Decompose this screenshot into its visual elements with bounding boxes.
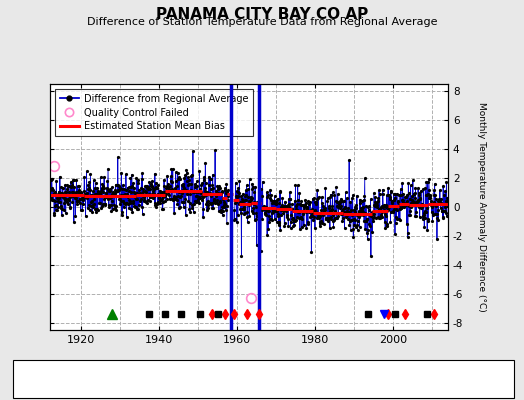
Text: Station Move: Station Move [45,375,107,384]
Text: Difference of Station Temperature Data from Regional Average: Difference of Station Temperature Data f… [87,17,437,27]
Text: Berkeley Earth: Berkeley Earth [436,388,508,398]
Text: PANAMA CITY BAY CO AP: PANAMA CITY BAY CO AP [156,7,368,22]
Text: ◆: ◆ [29,373,39,386]
Text: Empirical Break: Empirical Break [398,375,473,384]
Legend: Difference from Regional Average, Quality Control Failed, Estimated Station Mean: Difference from Regional Average, Qualit… [54,89,253,136]
Text: ▼: ▼ [239,373,248,386]
Text: ■: ■ [385,374,396,384]
Y-axis label: Monthly Temperature Anomaly Difference (°C): Monthly Temperature Anomaly Difference (… [477,102,486,312]
Text: ▲: ▲ [134,373,144,386]
Text: Time of Obs. Change: Time of Obs. Change [254,375,353,384]
Text: Record Gap: Record Gap [149,375,204,384]
